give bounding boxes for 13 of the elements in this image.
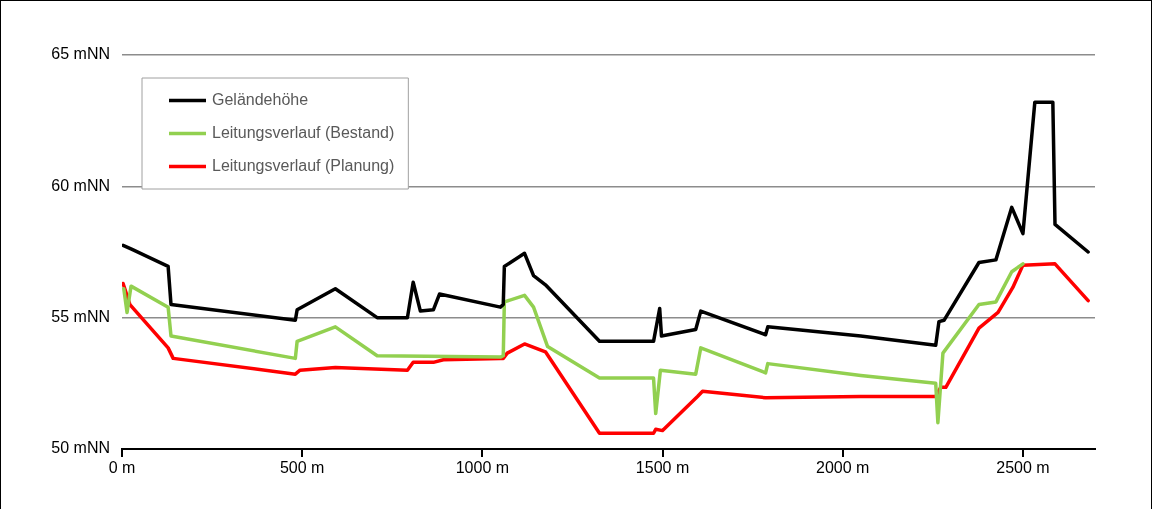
legend-label: Geländehöhe [212, 90, 309, 108]
y-tick-label: 55 mNN [51, 308, 110, 326]
x-tick-label: 0 m [108, 459, 136, 477]
x-tick-label: 2500 m [996, 459, 1050, 477]
x-tick-label: 2000 m [816, 459, 870, 477]
x-tick-label: 500 m [279, 459, 325, 477]
x-tick-label: 1500 m [635, 459, 690, 477]
y-tick-label: 65 mNN [51, 45, 110, 63]
legend-label: Leitungsverlauf (Bestand) [212, 123, 395, 141]
y-tick-label: 60 mNN [51, 176, 110, 194]
x-tick-label: 1000 m [455, 459, 510, 477]
legend-label: Leitungsverlauf (Planung) [212, 156, 395, 174]
y-tick-label: 50 mNN [51, 439, 110, 457]
